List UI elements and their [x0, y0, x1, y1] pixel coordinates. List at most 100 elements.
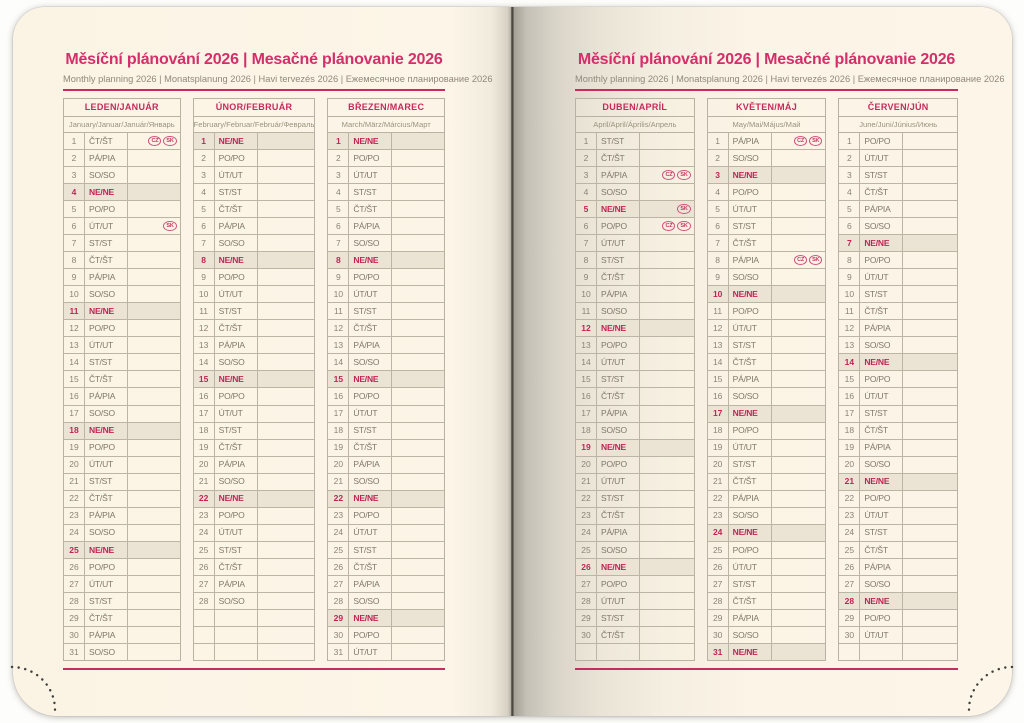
notes-cell: [640, 184, 694, 200]
month-header: ÚNOR/FEBRUÁR: [193, 99, 315, 117]
day-row: 24 ST/ST: [839, 524, 958, 542]
notes-cell: [392, 252, 444, 268]
day-row: 4 ST/ST: [328, 184, 445, 202]
day-row: 11 ČT/ŠT: [839, 303, 958, 321]
day-number: 8: [576, 252, 597, 269]
day-row: 30 ČT/ŠT: [576, 626, 694, 644]
day-number: 25: [708, 541, 729, 558]
day-number: [839, 643, 861, 660]
day-number: 30: [708, 626, 729, 643]
notes-cell: [392, 184, 444, 200]
day-row: 30 PÁ/PIA: [64, 626, 180, 644]
day-row: 18 ST/ST: [193, 422, 315, 440]
day-number: 30: [576, 626, 597, 643]
day-row: 14 NE/NE: [839, 354, 958, 372]
weekday-label: ČT/ŠT: [860, 422, 904, 439]
notes-cell: [128, 610, 180, 626]
day-number: 29: [576, 609, 597, 626]
weekday-label: NE/NE: [215, 490, 258, 507]
day-row: 18 SO/SO: [576, 422, 694, 440]
day-row: 7 SO/SO: [328, 235, 445, 253]
notes-cell: [392, 337, 444, 353]
notes-cell: [392, 508, 444, 524]
holiday-badge-sk: SK: [809, 255, 823, 266]
day-row: 26 ČT/ŠT: [193, 558, 315, 576]
day-row: 12 PO/PO: [64, 320, 180, 338]
notes-cell: [392, 491, 444, 507]
weekday-label: [215, 609, 258, 626]
month-table-duben-apr-l: DUBEN/APRÍL April/April/Április/Апрель 1 ST…: [575, 98, 695, 661]
day-row: 15 NE/NE: [193, 371, 315, 389]
notes-cell: [772, 184, 826, 200]
weekday-label: PÁ/PIA: [729, 252, 772, 269]
day-row: 23 ÚT/UT: [839, 507, 958, 525]
holiday-badge-cz: CZ: [662, 170, 676, 181]
months-left: LEDEN/JANUÁR January/Januar/Január/Январь…: [63, 98, 446, 661]
day-number: 3: [64, 167, 85, 184]
weekday-label: ÚT/UT: [215, 167, 258, 184]
day-number: 3: [708, 167, 729, 184]
notes-cell: [903, 269, 957, 285]
weekday-label: [597, 643, 640, 660]
notes-cell: [903, 559, 957, 575]
day-number: 18: [576, 422, 597, 439]
day-number: 6: [708, 218, 729, 235]
notes-cell: [258, 133, 315, 149]
day-number: 9: [64, 269, 85, 286]
day-number: 15: [328, 371, 350, 388]
notes-cell: [128, 593, 180, 609]
notes-cell: [392, 371, 444, 387]
day-number: 17: [194, 405, 215, 422]
notes-cell: [903, 593, 957, 609]
day-number: 30: [839, 626, 861, 643]
notes-cell: SK: [640, 201, 694, 217]
notes-cell: [772, 542, 826, 558]
weekday-label: SO/SO: [85, 286, 128, 303]
notes-cell: [903, 218, 957, 234]
notes-cell: [772, 320, 826, 336]
weekday-label: SO/SO: [85, 167, 128, 184]
day-number: 24: [194, 524, 215, 541]
weekday-label: ČT/ŠT: [349, 439, 393, 456]
weekday-label: PO/PO: [215, 269, 258, 286]
day-row: 25 NE/NE: [64, 541, 180, 559]
notes-cell: [903, 252, 957, 268]
notes-cell: [772, 457, 826, 473]
month-header: BŘEZEN/MAREC: [328, 99, 445, 117]
weekday-label: ČT/ŠT: [597, 626, 640, 643]
day-row: [839, 643, 957, 660]
day-number: 6: [64, 218, 85, 235]
notes-cell: [772, 593, 826, 609]
weekday-label: SO/SO: [860, 456, 904, 473]
weekday-label: PO/PO: [85, 439, 128, 456]
weekday-label: PÁ/PIA: [85, 507, 128, 524]
day-row: 20 ÚT/UT: [64, 456, 180, 474]
weekday-label: SO/SO: [349, 235, 393, 252]
notes-cell: [772, 525, 826, 541]
day-row: 8 PO/PO: [839, 252, 958, 270]
weekday-label: ST/ST: [860, 286, 904, 303]
month-table--nor-febru-r: ÚNOR/FEBRUÁR February/Februar/Február/Фев…: [192, 98, 316, 661]
notes-cell: [903, 474, 957, 490]
weekday-label: NE/NE: [729, 643, 772, 660]
day-number: 23: [839, 507, 861, 524]
weekday-label: SO/SO: [215, 473, 258, 490]
weekday-label: ČT/ŠT: [85, 490, 128, 507]
day-number: 18: [194, 422, 215, 439]
weekday-label: ÚT/UT: [860, 150, 904, 167]
weekday-label: [215, 643, 258, 660]
day-number: 16: [64, 388, 85, 405]
day-row: 12 ČT/ŠT: [193, 320, 315, 338]
day-number: 21: [708, 473, 729, 490]
weekday-label: PO/PO: [85, 201, 128, 218]
notes-cell: [392, 474, 444, 490]
day-number: 11: [839, 303, 861, 320]
day-row: 2 ČT/ŠT: [576, 150, 694, 168]
weekday-label: ST/ST: [597, 133, 640, 150]
weekday-label: PO/PO: [729, 422, 772, 439]
weekday-label: PÁ/PIA: [860, 320, 904, 337]
day-row: 16 PO/PO: [193, 388, 315, 406]
weekday-label: ČT/ŠT: [85, 609, 128, 626]
notes-cell: [392, 286, 444, 302]
day-number: 26: [64, 558, 85, 575]
